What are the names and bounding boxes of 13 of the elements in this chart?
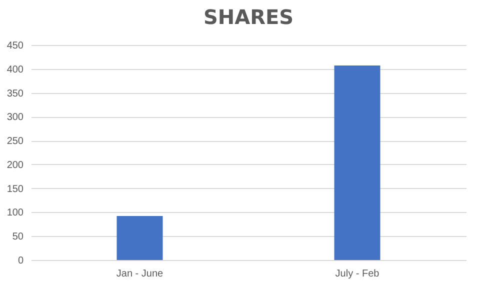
chart-title: SHARES <box>203 5 294 29</box>
y-tick-label: 250 <box>6 136 24 148</box>
y-tick-label: 0 <box>18 256 24 266</box>
y-tick-label: 300 <box>6 112 24 124</box>
x-tick-label: July - Feb <box>335 268 380 280</box>
y-tick-label: 400 <box>6 64 24 76</box>
x-tick-label: Jan - June <box>116 268 164 280</box>
y-tick-label: 350 <box>6 88 24 100</box>
y-tick-label: 200 <box>6 160 24 171</box>
y-tick-label: 100 <box>6 208 24 219</box>
y-tick-label: 150 <box>6 184 24 195</box>
y-tick-label: 450 <box>6 40 24 52</box>
y-tick-label: 50 <box>12 232 24 243</box>
